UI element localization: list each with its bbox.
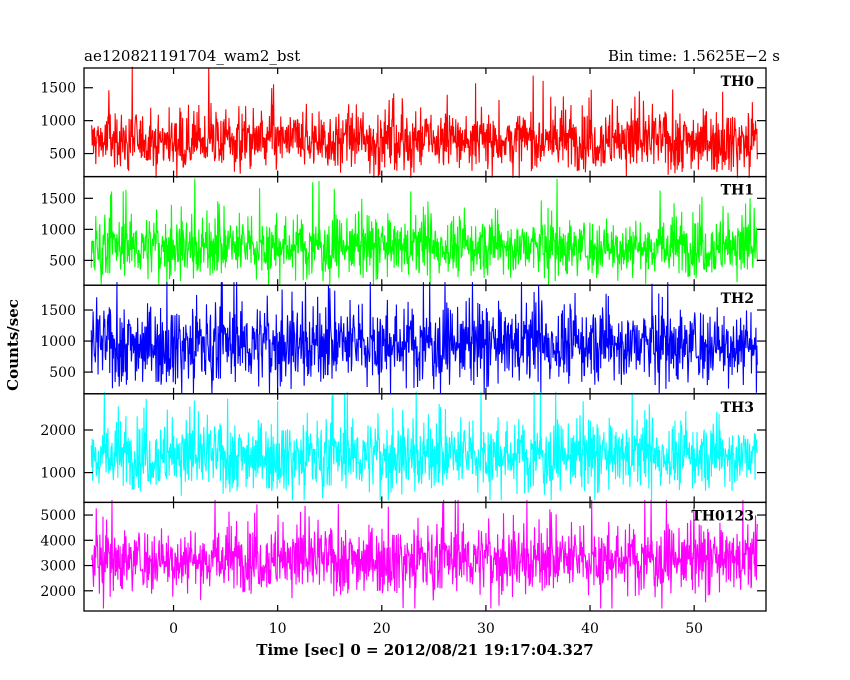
panel-label-th2: TH2 bbox=[721, 291, 754, 307]
chart-title-right: Bin time: 1.5625E−2 s bbox=[608, 47, 780, 65]
x-tick-label: 40 bbox=[581, 621, 599, 637]
y-tick-label-th0: 1000 bbox=[40, 114, 76, 130]
x-tick-label: 20 bbox=[373, 621, 391, 637]
y-tick-label-th0123: 3000 bbox=[40, 559, 76, 575]
x-tick-label: 10 bbox=[269, 621, 287, 637]
chart-title-left: ae120821191704_wam2_bst bbox=[84, 47, 300, 65]
y-tick-label-th0123: 2000 bbox=[40, 584, 76, 600]
panel-label-th3: TH3 bbox=[721, 400, 754, 416]
y-tick-label-th3: 1000 bbox=[40, 466, 76, 482]
x-tick-label: 30 bbox=[477, 621, 495, 637]
series-line-th0123 bbox=[90, 499, 758, 609]
y-tick-label-th0123: 4000 bbox=[40, 533, 76, 549]
y-tick-label-th1: 1500 bbox=[40, 191, 76, 207]
panel-frame-th0123 bbox=[83, 501, 767, 612]
y-tick-label-th1: 1000 bbox=[40, 222, 76, 238]
panel-label-th0: TH0 bbox=[721, 74, 755, 90]
series-line-th1 bbox=[90, 178, 758, 286]
y-tick-label-th0: 500 bbox=[49, 147, 76, 163]
x-tick-label: 0 bbox=[169, 621, 178, 637]
y-tick-label-th1: 500 bbox=[49, 253, 76, 269]
x-axis-label: Time [sec] 0 = 2012/08/21 19:17:04.327 bbox=[256, 641, 593, 659]
series-line-th2 bbox=[90, 282, 758, 394]
y-tick-label-th2: 500 bbox=[49, 365, 76, 381]
y-axis-label: Counts/sec bbox=[4, 299, 22, 391]
y-tick-label-th3: 2000 bbox=[40, 423, 76, 439]
y-tick-label-th2: 1500 bbox=[40, 303, 76, 319]
y-tick-label-th0: 1500 bbox=[40, 81, 76, 97]
panel-label-th1: TH1 bbox=[721, 183, 754, 199]
y-tick-label-th2: 1000 bbox=[40, 334, 76, 350]
panel-label-th0123: TH0123 bbox=[691, 508, 754, 524]
x-tick-label: 50 bbox=[685, 621, 703, 637]
series-line-th3 bbox=[90, 391, 758, 501]
y-tick-label-th0123: 5000 bbox=[40, 508, 76, 524]
series-line-th0 bbox=[91, 66, 758, 178]
